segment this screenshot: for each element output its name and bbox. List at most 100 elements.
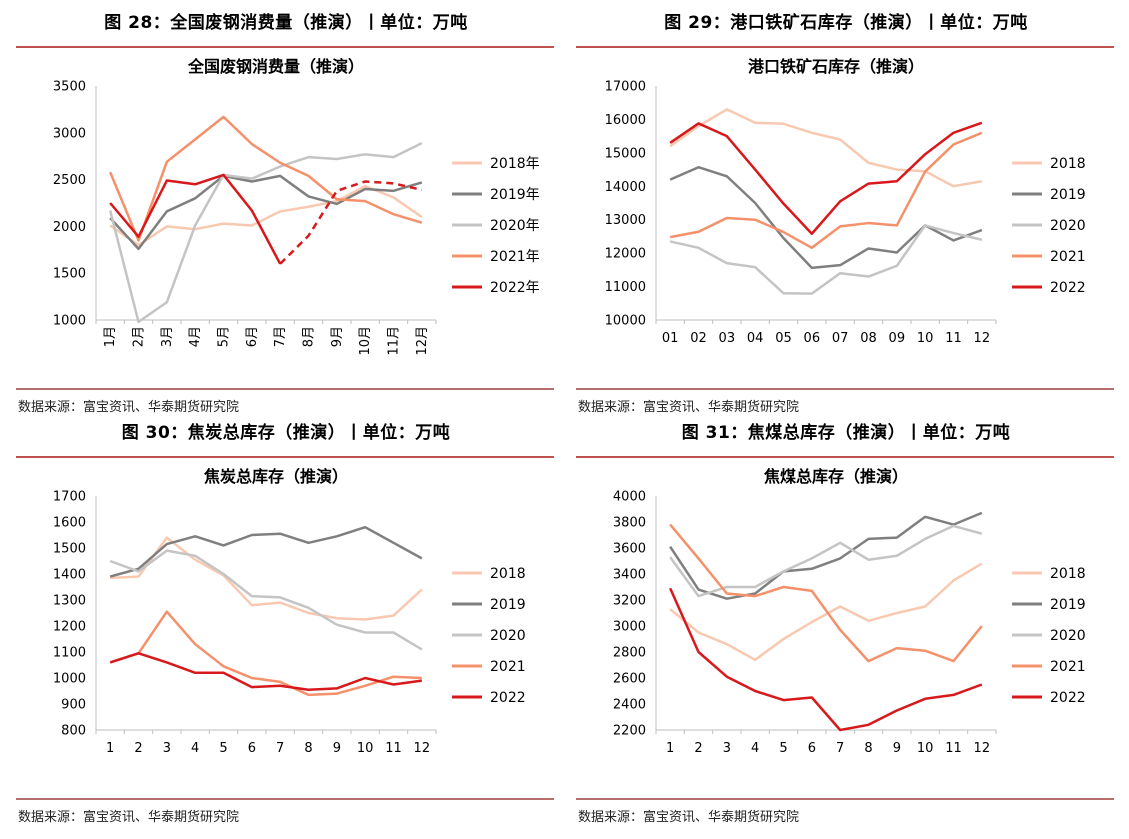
x-tick-label: 11月	[387, 326, 402, 356]
x-tick-label: 5	[779, 741, 787, 756]
series-2022	[109, 652, 423, 691]
bottom-rule	[576, 798, 1114, 800]
legend-label: 2022	[1050, 280, 1086, 296]
x-tick-label: 3	[723, 741, 731, 756]
legend-label: 2020	[490, 628, 526, 644]
legend-label: 2018	[1050, 566, 1086, 582]
legend-label: 2019	[1050, 597, 1086, 613]
y-tick-label: 3500	[53, 80, 86, 95]
legend-label: 2020年	[490, 218, 540, 234]
series-line	[669, 562, 983, 662]
x-tick-label: 12	[974, 331, 991, 346]
legend-label: 2022	[490, 690, 526, 706]
y-tick-label: 13000	[605, 213, 646, 228]
y-tick-label: 1000	[53, 672, 86, 687]
y-tick-label: 12000	[605, 247, 646, 262]
x-tick-label: 12	[974, 741, 991, 756]
bottom-rule	[16, 388, 554, 390]
x-tick-label: 5月	[217, 326, 232, 347]
y-tick-label: 2400	[613, 698, 646, 713]
series-line	[109, 525, 423, 578]
y-tick-label: 1500	[53, 542, 86, 557]
x-tick-label: 04	[747, 331, 764, 346]
line-chart: 全国废钢消费量（推演） 1000 1500 2000 2500 3000 3500 1月 2月 3…	[53, 57, 540, 356]
legend-label: 2021	[1050, 659, 1086, 675]
series-2019	[669, 511, 983, 600]
figure-title: 图 29：港口铁矿石库存（推演）丨单位：万吨	[664, 13, 1028, 33]
series-2018	[110, 536, 423, 621]
series-2020	[109, 549, 423, 651]
series-2020	[669, 224, 983, 295]
y-tick-label: 11000	[605, 280, 646, 295]
chart-title: 焦炭总库存（推演）	[203, 467, 348, 486]
x-tick-label: 07	[832, 331, 849, 346]
y-tick-label: 1700	[53, 490, 86, 505]
legend-label: 2019	[1050, 187, 1086, 203]
legend-label: 2020	[1050, 628, 1086, 644]
series-2020	[669, 524, 983, 598]
x-tick-label: 7	[276, 741, 284, 756]
bottom-rule	[16, 798, 554, 800]
legend-label: 2021	[490, 659, 526, 675]
y-tick-label: 1600	[53, 516, 86, 531]
x-tick-label: 9月	[330, 326, 345, 347]
x-tick-label: 10	[917, 741, 934, 756]
y-tick-label: 800	[61, 724, 86, 739]
x-tick-label: 9	[333, 741, 341, 756]
x-tick-label: 10	[917, 331, 934, 346]
title-rule	[576, 46, 1114, 48]
series-2019	[109, 525, 423, 578]
chart-panel-28: 图 28：全国废钢消费量（推演）丨单位：万吨 全国废钢消费量（推演） 1000 15…	[16, 0, 556, 415]
chart-title: 港口铁矿石库存（推演）	[748, 57, 924, 76]
y-tick-label: 3200	[613, 594, 646, 609]
x-tick-label: 7月	[273, 326, 288, 347]
series-line	[669, 121, 983, 236]
series-line	[669, 523, 983, 663]
x-tick-label: 4	[191, 741, 199, 756]
series-line	[109, 115, 423, 242]
x-tick-label: 5	[219, 741, 227, 756]
chart-title: 全国废钢消费量（推演）	[187, 57, 364, 76]
x-tick-label: 11	[945, 741, 962, 756]
series-line	[669, 524, 983, 598]
series-line-projection	[279, 180, 423, 265]
title-rule	[16, 46, 554, 48]
chart-panel-29: 图 29：港口铁矿石库存（推演）丨单位：万吨 港口铁矿石库存（推演） 10000 1…	[576, 0, 1116, 415]
y-tick-label: 3400	[613, 568, 646, 583]
x-tick-label: 11	[385, 741, 402, 756]
series-line	[108, 141, 423, 324]
chart-title: 焦煤总库存（推演）	[763, 467, 908, 486]
source-note: 数据来源：富宝资讯、华泰期货研究院	[18, 810, 240, 825]
x-tick-label: 02	[690, 331, 707, 346]
line-chart: 港口铁矿石库存（推演） 10000 11000 12000 13000 14000 1500…	[605, 57, 1086, 346]
y-tick-label: 900	[61, 698, 86, 713]
x-tick-label: 6	[248, 741, 256, 756]
chart-panel-30: 图 30：焦炭总库存（推演）丨单位：万吨 焦炭总库存（推演） 800 900 1000…	[16, 410, 556, 825]
x-tick-label: 8	[864, 741, 872, 756]
legend-label: 2019	[490, 597, 526, 613]
legend-label: 2018	[1050, 156, 1086, 172]
legend-label: 2019年	[490, 187, 540, 203]
y-tick-label: 14000	[605, 180, 646, 195]
x-tick-label: 6	[808, 741, 816, 756]
x-tick-label: 12	[414, 741, 431, 756]
y-tick-label: 1000	[53, 314, 86, 329]
series-2022	[669, 587, 983, 732]
y-tick-label: 2200	[613, 724, 646, 739]
x-tick-label: 1	[106, 741, 114, 756]
source-note: 数据来源：富宝资讯、华泰期货研究院	[578, 810, 800, 825]
legend-label: 2022	[1050, 690, 1086, 706]
series-2021年	[109, 115, 423, 242]
x-tick-label: 2	[134, 741, 142, 756]
chart-panel-31: 图 31：焦煤总库存（推演）丨单位：万吨 焦煤总库存（推演） 2200 2400 26…	[576, 410, 1116, 825]
source-note: 数据来源：富宝资讯、华泰期货研究院	[578, 400, 800, 415]
y-tick-label: 17000	[605, 80, 646, 95]
figure-title: 图 30：焦炭总库存（推演）丨单位：万吨	[121, 423, 451, 443]
y-tick-label: 2000	[53, 220, 86, 235]
legend-label: 2021	[1050, 249, 1086, 265]
series-line	[669, 224, 983, 295]
title-rule	[16, 456, 554, 458]
x-tick-label: 3	[163, 741, 171, 756]
x-tick-label: 12月	[415, 326, 430, 356]
x-tick-label: 08	[860, 331, 877, 346]
